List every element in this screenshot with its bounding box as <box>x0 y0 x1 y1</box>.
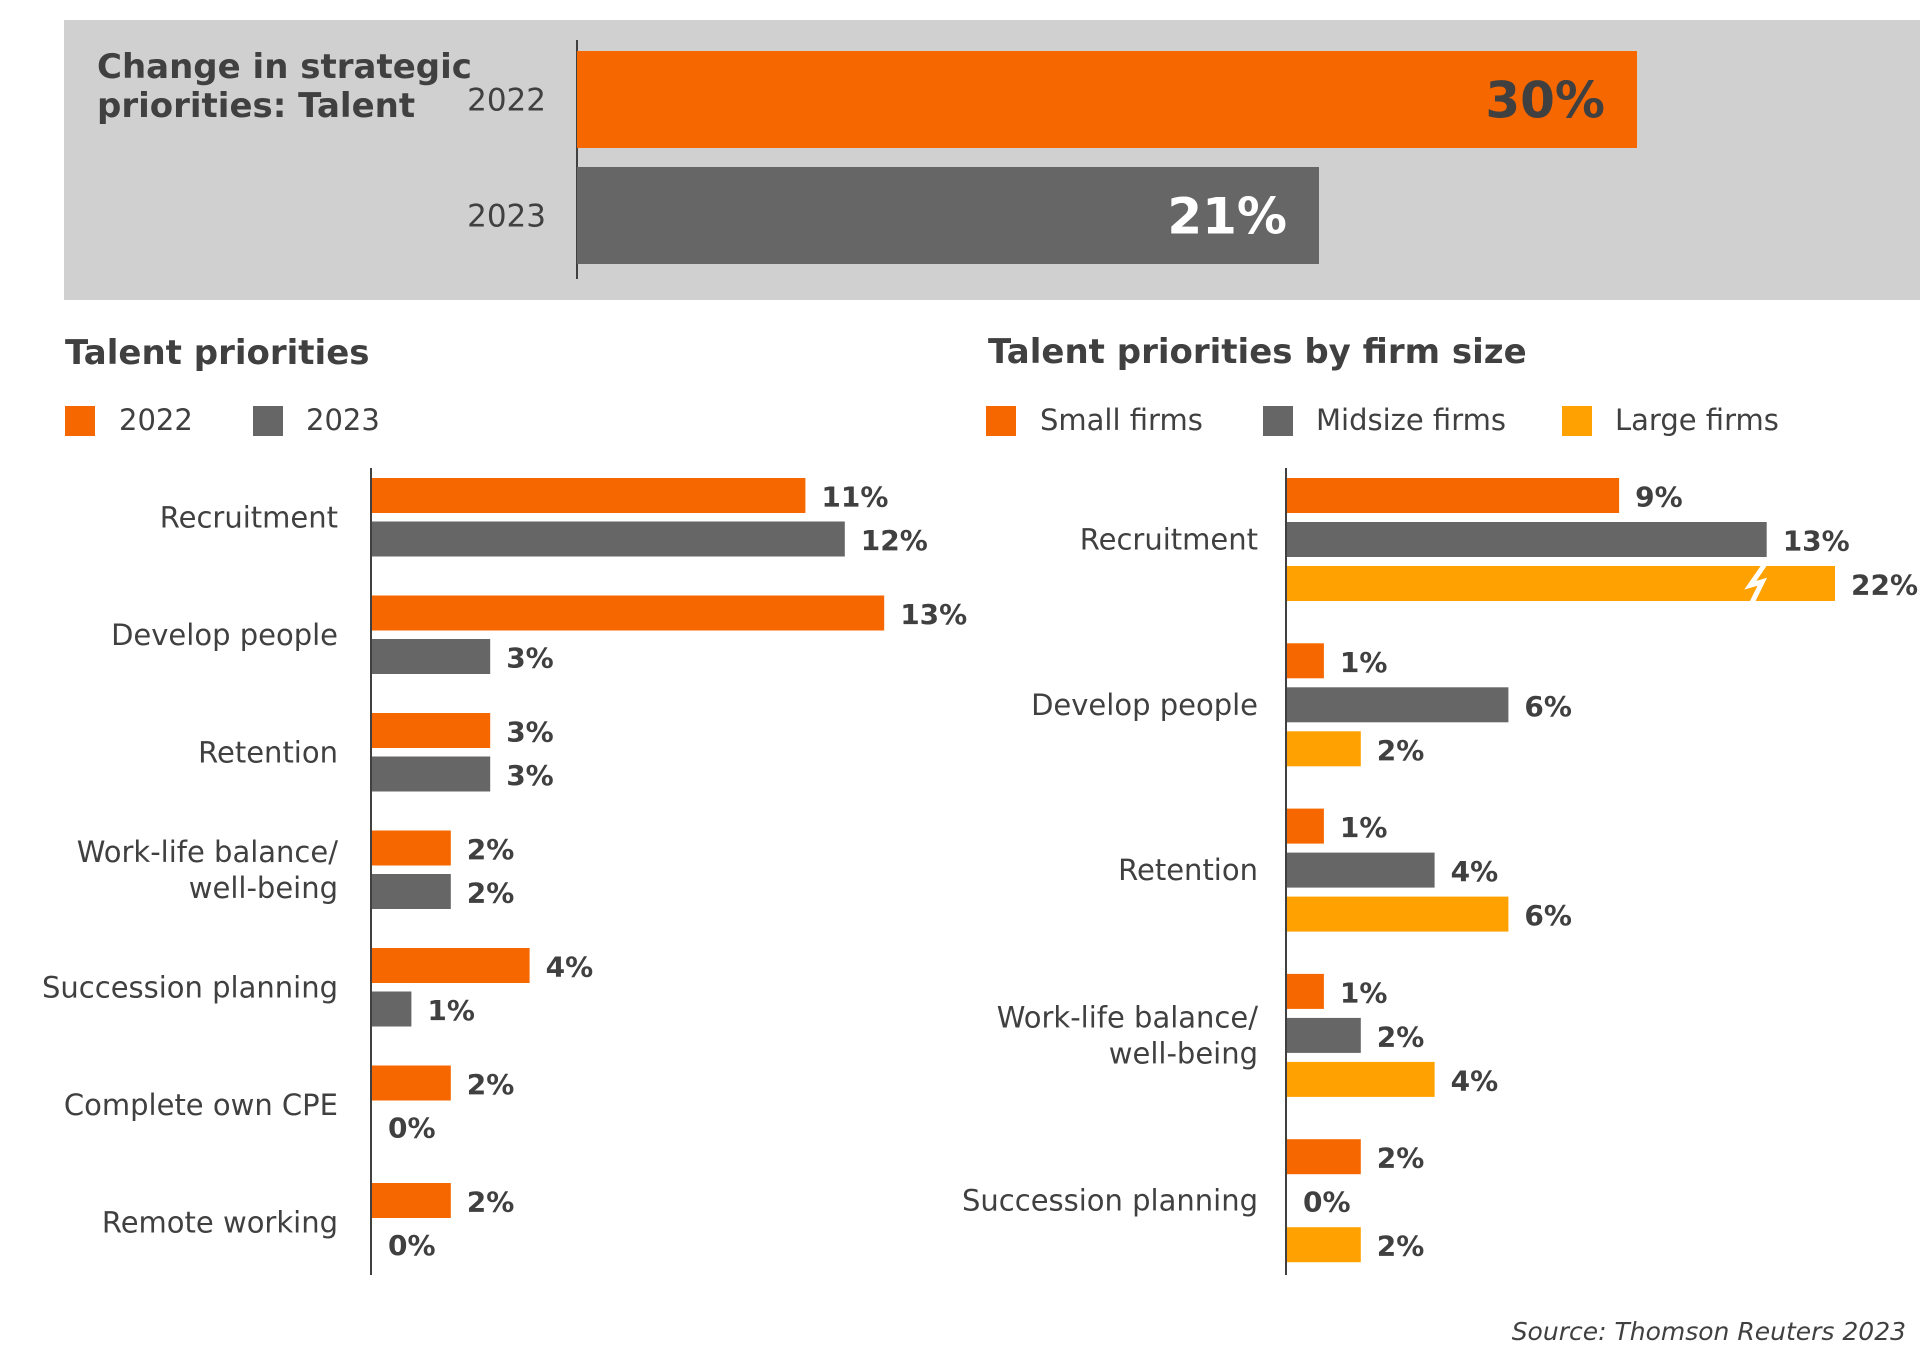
summary-title-line-1: Change in strategic <box>97 47 472 87</box>
value-label: 1% <box>427 994 475 1027</box>
bar <box>372 713 491 748</box>
value-label: 2% <box>1377 734 1425 767</box>
bar <box>1287 566 1835 601</box>
value-label: 0% <box>388 1229 436 1262</box>
bar <box>1287 896 1509 932</box>
bar <box>1287 1139 1361 1175</box>
bar <box>1287 643 1324 679</box>
bar <box>1287 973 1324 1009</box>
legend-swatch <box>986 406 1016 436</box>
legend-label: Small firms <box>1040 403 1203 437</box>
legend-swatch <box>253 406 283 436</box>
talent-priorities-legend: 2022 2023 <box>65 403 380 437</box>
value-label: 2% <box>1377 1230 1425 1263</box>
value-label: 13% <box>900 598 967 631</box>
bar <box>1287 522 1767 557</box>
summary-bar-plot: 2022 30% 2023 21% <box>467 40 1637 279</box>
bar <box>372 874 451 909</box>
value-label: 4% <box>1451 855 1499 888</box>
category-label: Develop people <box>111 618 338 652</box>
bar <box>372 478 806 513</box>
category-label: Succession planning <box>42 970 338 1004</box>
value-label: 2% <box>1377 1142 1425 1175</box>
bar <box>372 521 845 557</box>
legend-label: Midsize firms <box>1316 403 1506 437</box>
firm-size-legend: Small firms Midsize firms Large firms <box>986 403 1779 437</box>
category-label: Retention <box>198 735 338 769</box>
value-label: 4% <box>1451 1064 1499 1097</box>
bar <box>372 639 491 674</box>
firm-size-title: Talent priorities by firm size <box>988 332 1527 372</box>
bar <box>1287 687 1509 723</box>
summary-value-label: 30% <box>1485 72 1605 130</box>
category-label: Work-life balance/ <box>997 1000 1258 1034</box>
legend-label: Large firms <box>1615 403 1779 437</box>
source-note: Source: Thomson Reuters 2023 <box>1512 1317 1906 1346</box>
value-label: 1% <box>1340 976 1388 1009</box>
value-label: 2% <box>467 833 515 866</box>
bar <box>372 1065 451 1101</box>
bar <box>1287 1227 1361 1263</box>
summary-year-label: 2023 <box>467 199 546 235</box>
value-label: 2% <box>467 1068 515 1101</box>
bar <box>372 595 885 631</box>
bar <box>372 830 451 866</box>
category-label: Retention <box>1118 853 1258 887</box>
bar <box>372 756 491 792</box>
value-label: 22% <box>1851 569 1918 602</box>
category-label: Recruitment <box>1080 523 1258 557</box>
legend-swatch <box>65 406 95 436</box>
summary-year-label: 2022 <box>467 83 546 119</box>
value-label: 13% <box>1783 525 1850 558</box>
category-label: Complete own CPE <box>64 1088 338 1122</box>
firm-size-plot: Recruitment 9% 13%22% Develop people 1% 6% 2% R… <box>962 468 1918 1275</box>
value-label: 11% <box>821 481 888 514</box>
bar <box>372 991 412 1027</box>
legend-swatch <box>1263 406 1293 436</box>
value-label: 12% <box>861 524 928 557</box>
axis-break-mark <box>1744 563 1768 604</box>
value-label: 3% <box>506 759 554 792</box>
legend-swatch <box>1562 406 1592 436</box>
bar <box>1287 1061 1435 1097</box>
category-label: Develop people <box>1031 688 1258 722</box>
bar <box>372 1183 451 1218</box>
value-label: 2% <box>467 877 515 910</box>
talent-priorities-title: Talent priorities <box>65 333 370 373</box>
value-label: 4% <box>546 951 594 984</box>
value-label: 1% <box>1340 811 1388 844</box>
value-label: 1% <box>1340 646 1388 679</box>
value-label: 6% <box>1524 899 1572 932</box>
summary-title-line-2: priorities: Talent <box>97 86 415 126</box>
talent-priorities-plot: Recruitment 11% 12% Develop people 13% 3% Rete… <box>42 468 967 1275</box>
value-label: 0% <box>1303 1186 1351 1219</box>
bar <box>1287 852 1435 888</box>
legend-label: 2023 <box>306 403 380 437</box>
category-label: Work-life balance/ <box>77 835 338 869</box>
summary-bar <box>577 167 1319 264</box>
value-label: 2% <box>1377 1020 1425 1053</box>
category-label: Remote working <box>102 1205 338 1239</box>
bar <box>1287 731 1361 767</box>
bar <box>372 948 530 983</box>
value-label: 3% <box>506 716 554 749</box>
value-label: 2% <box>467 1186 515 1219</box>
value-label: 3% <box>506 642 554 675</box>
value-label: 6% <box>1524 690 1572 723</box>
value-label: 0% <box>388 1112 436 1145</box>
bar <box>1287 478 1620 513</box>
legend-label: 2022 <box>119 403 193 437</box>
category-label: well-being <box>1109 1036 1258 1070</box>
category-label: Succession planning <box>962 1184 1258 1218</box>
category-label: well-being <box>189 871 338 905</box>
bar <box>1287 1017 1361 1053</box>
bar <box>1287 808 1324 844</box>
summary-bar <box>577 51 1637 148</box>
summary-value-label: 21% <box>1167 188 1287 246</box>
category-label: Recruitment <box>160 500 338 534</box>
value-label: 9% <box>1635 481 1683 514</box>
